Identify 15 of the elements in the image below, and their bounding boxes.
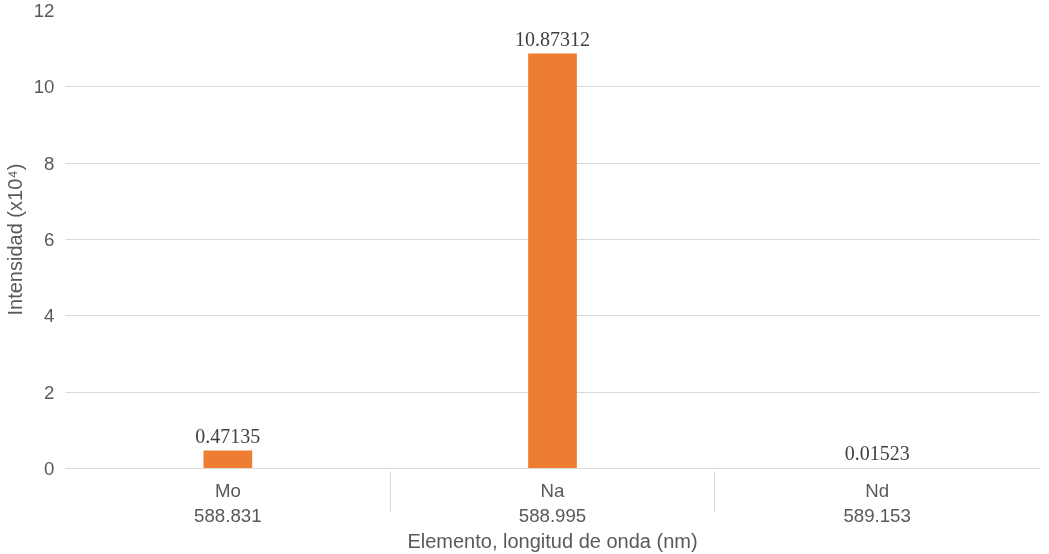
x-axis-title: Elemento, longitud de onda (nm) [407, 529, 698, 552]
y-tick-label: 0 [44, 458, 55, 479]
y-tick-label: 6 [44, 229, 55, 250]
y-tick-label: 10 [33, 76, 55, 98]
category-label: Nd 589.153 [843, 479, 911, 526]
data-label: 0.47135 [195, 424, 261, 447]
y-tick-label: 12 [33, 0, 55, 21]
data-label: 0.01523 [844, 441, 910, 464]
y-axis-title: Intensidad (x10⁴) [3, 163, 26, 316]
y-tick-label: 4 [44, 305, 55, 327]
y-tick-label: 2 [44, 381, 55, 403]
category-label: Mo 588.831 [194, 479, 262, 526]
data-label: 10.87312 [515, 27, 590, 50]
category-label: Na 588.995 [518, 479, 587, 526]
y-tick-label: 8 [44, 152, 55, 174]
